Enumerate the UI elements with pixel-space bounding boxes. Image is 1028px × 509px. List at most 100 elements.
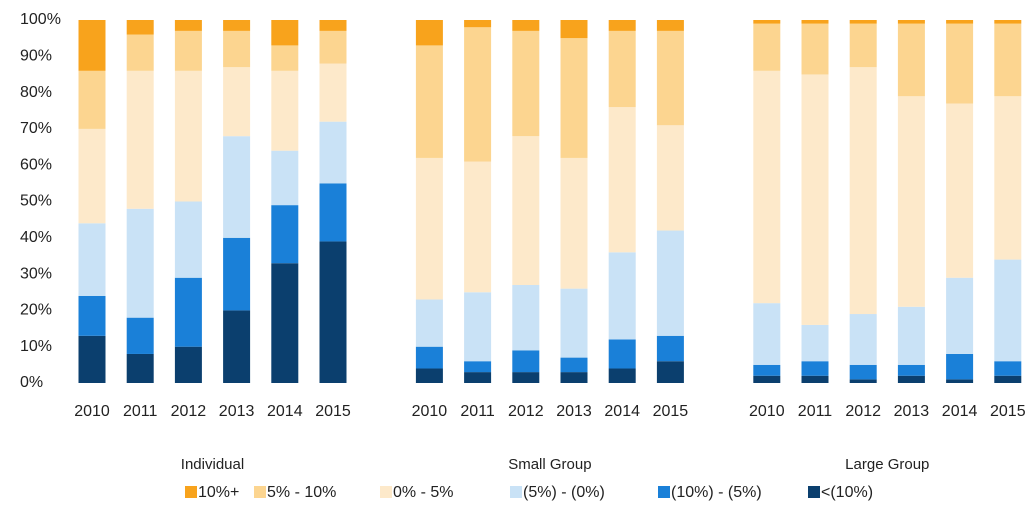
y-tick-label: 90% (20, 48, 52, 65)
bar-segment (994, 259, 1022, 362)
bar-segment (126, 70, 154, 209)
bar-segment (946, 277, 974, 354)
bar-segment (271, 45, 299, 71)
bar-segment (946, 379, 974, 383)
bar-segment (560, 157, 588, 289)
x-tick-label: 2010 (749, 403, 785, 420)
bar-segment (271, 263, 299, 383)
bar-segment (464, 20, 492, 28)
bar-segment (174, 20, 202, 31)
bar-segment (946, 103, 974, 278)
y-tick-label: 50% (20, 193, 52, 210)
legend-label: (5%) - (0%) (523, 484, 605, 501)
bar-segment (753, 364, 781, 376)
bar-segment (319, 183, 347, 242)
x-tick-label: 2012 (171, 403, 207, 420)
bar-segment (78, 128, 106, 224)
bar-segment (223, 30, 251, 68)
group-label: Large Group (845, 456, 929, 473)
y-tick-label: 70% (20, 120, 52, 137)
bar-segment (946, 20, 974, 24)
bar-segment (512, 136, 540, 285)
bar-segment (608, 107, 636, 253)
legend-label: 0% - 5% (393, 484, 453, 501)
bar-segment (319, 63, 347, 122)
bar-segment (849, 20, 877, 24)
bar-segment (801, 361, 829, 376)
bar-segment (223, 237, 251, 311)
bar-segment (897, 364, 925, 376)
bar-segment (319, 20, 347, 31)
bar-segment (753, 303, 781, 365)
bar-segment (656, 125, 684, 231)
x-tick-label: 2011 (798, 403, 833, 420)
bar-segment (78, 20, 106, 71)
group-label: Small Group (508, 456, 591, 473)
bar-segment (174, 201, 202, 278)
bar-segment (223, 136, 251, 238)
bar-segment (801, 375, 829, 383)
bar-segment (801, 20, 829, 24)
bar-segment (271, 150, 299, 206)
bar-segment (897, 23, 925, 97)
bar-segment (415, 299, 443, 347)
bar-segment (994, 375, 1022, 383)
bar-segment (946, 353, 974, 380)
bar-segment (656, 20, 684, 31)
y-tick-label: 100% (20, 11, 61, 28)
x-tick-label: 2014 (942, 403, 978, 420)
bar-segment (994, 20, 1022, 24)
x-tick-label: 2015 (653, 403, 689, 420)
bar-segment (656, 30, 684, 126)
bar-segment (271, 20, 299, 46)
bar-segment (174, 277, 202, 347)
bar-segment (126, 353, 154, 383)
bar-segment (801, 324, 829, 362)
bar-segment (512, 20, 540, 31)
bar-segment (271, 70, 299, 151)
x-tick-label: 2011 (460, 403, 495, 420)
bar-segment (849, 67, 877, 315)
bar-segment (560, 357, 588, 373)
bar-segment (319, 121, 347, 184)
bar-segment (656, 335, 684, 362)
bar-segment (849, 23, 877, 68)
x-tick-label: 2010 (74, 403, 110, 420)
bar-segment (801, 23, 829, 75)
bar-segment (994, 23, 1022, 97)
bar-segment (656, 230, 684, 336)
bar-segment (753, 70, 781, 304)
x-tick-label: 2014 (267, 403, 303, 420)
x-tick-label: 2011 (123, 403, 158, 420)
bar-segment (223, 20, 251, 31)
x-tick-label: 2012 (845, 403, 881, 420)
y-tick-label: 60% (20, 156, 52, 173)
bar-segment (464, 27, 492, 162)
bar-segment (897, 96, 925, 307)
bar-segment (946, 23, 974, 104)
bar-segment (994, 361, 1022, 376)
x-tick-label: 2013 (556, 403, 592, 420)
bar-segment (126, 208, 154, 318)
bar-segment (174, 70, 202, 202)
bar-segment (897, 20, 925, 24)
bar-segment (608, 252, 636, 340)
bar-segment (174, 346, 202, 383)
bar-segment (415, 368, 443, 383)
bar-segment (849, 379, 877, 383)
legend-swatch (510, 486, 522, 498)
bar-segment (415, 157, 443, 300)
y-tick-label: 20% (20, 302, 52, 319)
bar-segment (319, 241, 347, 383)
bar-segment (223, 310, 251, 383)
x-tick-label: 2010 (412, 403, 448, 420)
legend-swatch (185, 486, 197, 498)
bar-segment (271, 205, 299, 264)
bar-segment (753, 375, 781, 383)
y-tick-label: 30% (20, 265, 52, 282)
bar-segment (464, 161, 492, 293)
bar-segment (174, 30, 202, 71)
legend-label: <(10%) (821, 484, 873, 501)
bar-segment (849, 364, 877, 380)
